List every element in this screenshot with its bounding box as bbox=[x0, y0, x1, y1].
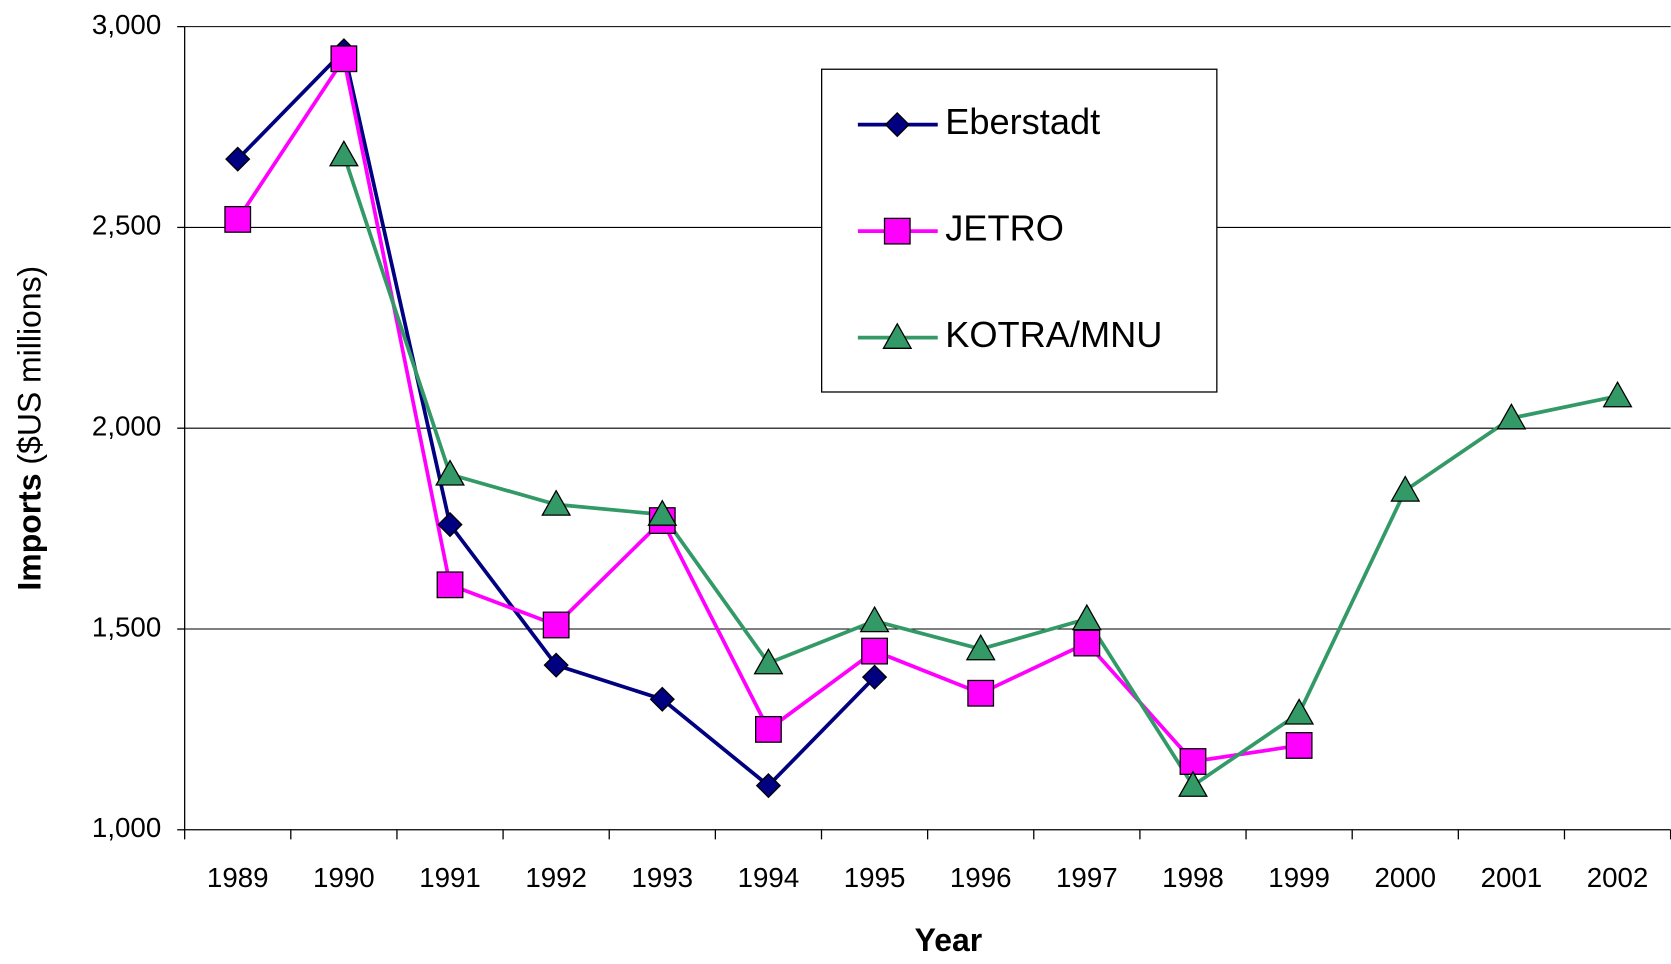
legend-label: Eberstadt bbox=[945, 101, 1100, 142]
legend-marker bbox=[882, 322, 913, 349]
marker bbox=[543, 652, 569, 678]
marker bbox=[753, 647, 784, 675]
marker bbox=[1284, 698, 1315, 725]
marker bbox=[1073, 629, 1101, 657]
marker bbox=[967, 679, 995, 707]
y-axis-label-rest: ($US millions) bbox=[12, 266, 48, 465]
marker bbox=[1285, 732, 1313, 759]
x-tick-label: 1990 bbox=[313, 862, 375, 893]
marker bbox=[861, 664, 888, 690]
marker bbox=[224, 205, 252, 233]
legend-marker bbox=[883, 217, 911, 245]
x-tick-label: 1997 bbox=[1056, 862, 1118, 893]
y-axis-label-bold: Imports bbox=[12, 473, 48, 590]
marker bbox=[435, 459, 465, 486]
y-tick-label: 1,000 bbox=[92, 812, 161, 843]
marker bbox=[859, 605, 890, 633]
x-tick-label: 1995 bbox=[844, 862, 906, 893]
x-axis-label: Year bbox=[915, 922, 983, 958]
x-tick-label: 1992 bbox=[525, 862, 587, 893]
marker bbox=[649, 686, 675, 712]
marker bbox=[1390, 475, 1421, 502]
y-tick-label: 2,500 bbox=[92, 210, 161, 241]
marker bbox=[755, 715, 782, 743]
legend-label: JETRO bbox=[945, 208, 1064, 249]
marker bbox=[1178, 770, 1208, 797]
y-tick-label: 1,500 bbox=[92, 611, 161, 642]
marker bbox=[437, 511, 463, 538]
marker bbox=[1602, 380, 1633, 408]
x-tick-label: 2002 bbox=[1587, 862, 1649, 893]
x-tick-label: 2001 bbox=[1481, 862, 1543, 893]
legend-marker bbox=[884, 112, 910, 138]
x-tick-label: 1994 bbox=[738, 862, 800, 893]
x-tick-label: 1991 bbox=[419, 862, 481, 893]
marker bbox=[328, 139, 359, 167]
marker bbox=[647, 499, 678, 526]
y-tick-label: 2,000 bbox=[92, 411, 161, 442]
marker bbox=[1179, 748, 1207, 775]
marker bbox=[436, 571, 464, 599]
marker bbox=[541, 489, 572, 516]
x-tick-label: 1999 bbox=[1268, 862, 1330, 893]
y-axis-label: Imports ($US millions) bbox=[12, 266, 48, 591]
marker bbox=[965, 633, 996, 661]
legend-label: KOTRA/MNU bbox=[945, 314, 1162, 355]
marker bbox=[861, 637, 888, 665]
marker bbox=[1496, 403, 1527, 430]
marker bbox=[755, 772, 782, 799]
x-tick-label: 1996 bbox=[950, 862, 1012, 893]
marker bbox=[225, 146, 251, 172]
x-tick-label: 2000 bbox=[1374, 862, 1436, 893]
x-tick-label: 1993 bbox=[631, 862, 693, 893]
marker bbox=[330, 45, 358, 73]
marker bbox=[542, 611, 570, 639]
y-tick-label: 3,000 bbox=[92, 9, 161, 40]
marker bbox=[1071, 603, 1102, 631]
x-tick-label: 1998 bbox=[1162, 862, 1224, 893]
x-tick-label: 1989 bbox=[207, 862, 269, 893]
